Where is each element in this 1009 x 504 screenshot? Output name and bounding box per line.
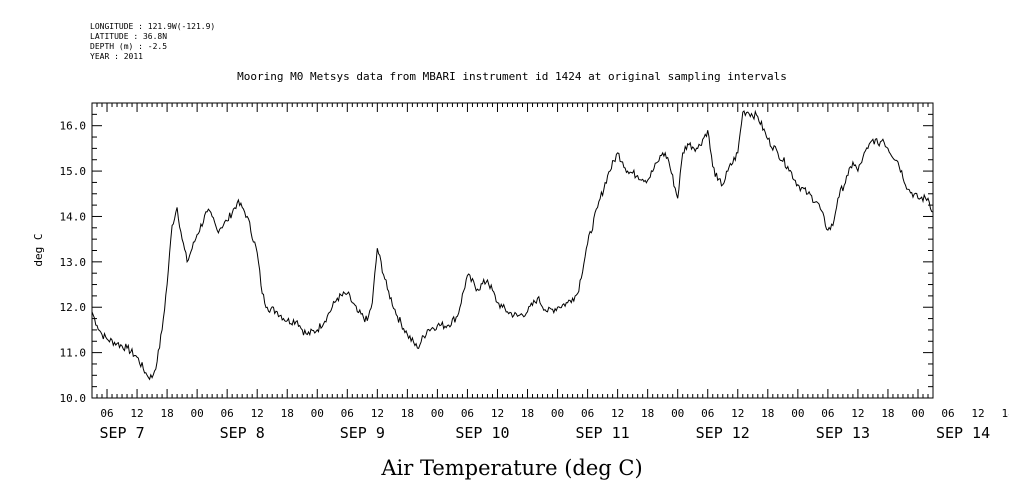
x-day-label: SEP 13 [816,424,870,442]
x-hour-label: 06 [701,407,714,420]
y-tick-label: 16.0 [60,120,87,133]
series-line [91,109,934,381]
x-axis-label: Air Temperature (deg C) [380,456,642,480]
x-hour-label: 12 [130,407,143,420]
x-hour-label: 12 [251,407,264,420]
x-hour-label: 06 [581,407,594,420]
x-hour-label: 18 [401,407,414,420]
x-hour-label: 18 [281,407,294,420]
x-hour-label: 12 [731,407,744,420]
x-hour-label: 00 [191,407,204,420]
chart-title: Mooring M0 Metsys data from MBARI instru… [237,70,787,83]
x-hour-label: 06 [461,407,474,420]
y-tick-label: 11.0 [60,347,87,360]
x-hour-label: 06 [821,407,834,420]
x-day-label: SEP 14 [936,424,990,442]
y-tick-label: 14.0 [60,210,87,223]
plot-frame [91,102,934,399]
x-hour-label: 18 [881,407,894,420]
year-label: YEAR : 2011 [90,52,143,61]
x-hour-label: 12 [371,407,384,420]
y-tick-label: 15.0 [60,165,87,178]
y-tick-label: 12.0 [60,301,87,314]
x-hour-label: 00 [791,407,804,420]
x-hour-label: 18 [761,407,774,420]
y-axis-label: deg C [32,233,45,266]
x-hour-label: 18 [521,407,534,420]
x-hour-label: 18 [160,407,173,420]
x-axis: 06 12 18 00 06 12 18 00 06 12 18 00 06 12 18 00 06 12 18 00… [91,103,1009,442]
y-tick-label: 10.0 [60,392,87,405]
x-hour-label: 12 [491,407,504,420]
y-tick-label: 13.0 [60,256,87,269]
x-hour-label: 00 [431,407,444,420]
latitude-label: LATITUDE : 36.8N [90,32,168,41]
x-hour-label: 18 [641,407,654,420]
depth-label: DEPTH (m) : -2.5 [90,42,168,51]
x-hour-label: 00 [671,407,684,420]
x-hour-label: 06 [221,407,234,420]
x-day-label: SEP 11 [576,424,630,442]
x-day-label: SEP 8 [220,424,265,442]
x-hour-label: 06 [100,407,113,420]
x-hour-label: 18 [1001,407,1009,420]
x-hour-label: 06 [941,407,954,420]
x-day-label: SEP 7 [99,424,144,442]
x-day-label: SEP 10 [455,424,509,442]
longitude-label: LONGITUDE : 121.9W(-121.9) [90,22,216,31]
x-hour-label: 06 [341,407,354,420]
x-hour-label: 00 [911,407,924,420]
y-axis: 10.0 11.0 12.0 13.0 14.0 15.0 16.0 [60,102,933,405]
x-hour-label: 12 [851,407,864,420]
x-hour-label: 00 [551,407,564,420]
x-hour-label: 12 [611,407,624,420]
x-hour-label: 00 [311,407,324,420]
x-day-label: SEP 12 [696,424,750,442]
x-hour-label: 12 [971,407,984,420]
x-day-label: SEP 9 [340,424,385,442]
